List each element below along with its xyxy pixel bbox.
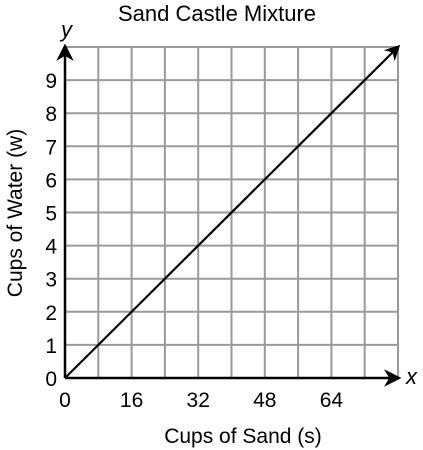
tick-labels: 0 16 32 48 64 0 1 2 3 4 5 6 7 8 9 [45,70,343,412]
y-tick-label: 8 [45,103,57,126]
x-axis-letter: x [405,364,418,389]
y-tick-label: 1 [45,335,57,358]
y-tick-label: 7 [45,136,57,159]
series-line [64,44,401,379]
x-tick-label: 48 [253,389,276,412]
x-axis-label: Cups of Sand (s) [164,425,322,448]
chart-title: Sand Castle Mixture [118,1,316,26]
grid [65,46,399,378]
axes [56,43,402,387]
x-tick-label: 64 [320,389,344,412]
y-tick-label: 3 [45,269,57,292]
y-axis-label: Cups of Water (w) [4,129,27,297]
y-tick-label: 0 [45,368,57,391]
x-tick-label: 0 [59,389,71,412]
y-tick-label: 5 [45,203,57,226]
y-tick-label: 4 [45,236,57,259]
series-lines [64,44,401,379]
y-axis-letter: y [59,17,74,42]
y-tick-label: 6 [45,169,57,192]
x-tick-label: 16 [120,389,143,412]
y-tick-label: 2 [45,302,57,325]
y-tick-label: 9 [45,70,57,93]
x-tick-label: 32 [187,389,210,412]
